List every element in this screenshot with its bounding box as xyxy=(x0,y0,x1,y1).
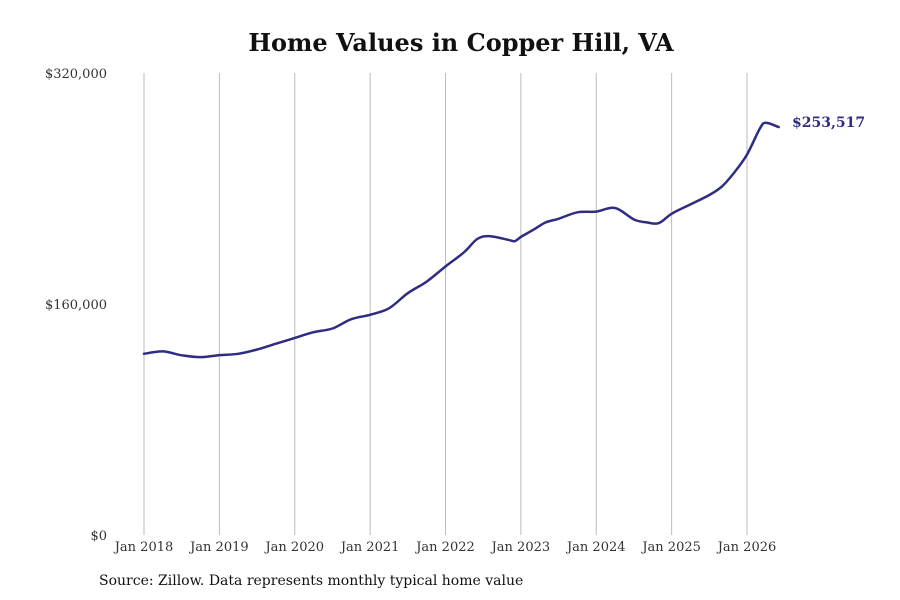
chart-title: Home Values in Copper Hill, VA xyxy=(248,28,674,57)
x-tick-label: Jan 2024 xyxy=(565,540,626,555)
y-axis-tick-labels: $0 $160,000 $320,000 xyxy=(45,67,107,544)
x-tick-label: Jan 2018 xyxy=(113,540,174,555)
x-tick-label: Jan 2025 xyxy=(640,540,701,555)
x-tick-label: Jan 2021 xyxy=(339,540,400,555)
vertical-gridlines xyxy=(143,73,748,535)
source-note: Source: Zillow. Data represents monthly … xyxy=(99,573,524,589)
y-tick-label: $0 xyxy=(90,529,107,544)
x-tick-label: Jan 2023 xyxy=(490,540,551,555)
y-tick-label: $320,000 xyxy=(45,67,107,82)
x-tick-label: Jan 2020 xyxy=(263,540,324,555)
latest-value-label: $253,517 xyxy=(792,115,865,131)
x-tick-label: Jan 2019 xyxy=(188,540,249,555)
x-axis-tick-labels: Jan 2018 Jan 2019 Jan 2020 Jan 2021 Jan 2022… xyxy=(113,540,777,555)
x-tick-label: Jan 2026 xyxy=(716,540,777,555)
x-tick-label: Jan 2022 xyxy=(414,540,475,555)
y-tick-label: $160,000 xyxy=(45,298,107,313)
home-value-line xyxy=(142,121,780,359)
